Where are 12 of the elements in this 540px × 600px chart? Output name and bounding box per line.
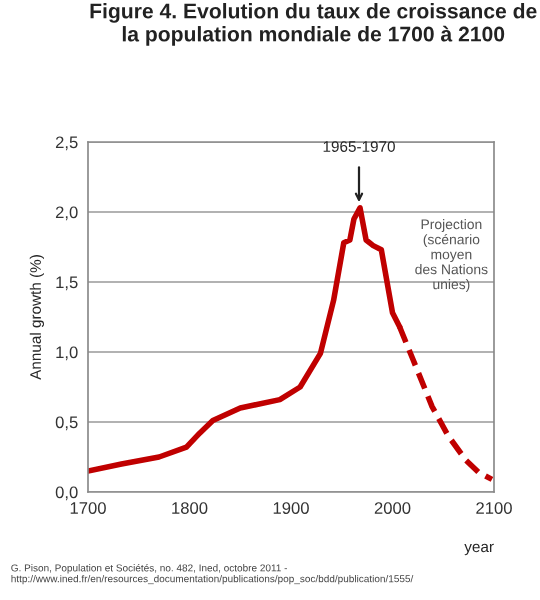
y-tick-label: 1,0 (56, 346, 78, 361)
x-tick-label: 2000 (374, 502, 411, 514)
x-tick-label: 1800 (172, 502, 208, 514)
y-tick-label: 1,5 (56, 276, 78, 291)
chart-title: Figure 4. Evolution du taux de croissance de la population mondiale de 1700 à 2100 (90, 3, 537, 46)
x-tick-label: 1700 (70, 502, 106, 514)
y-tick-label: 0,0 (55, 486, 78, 501)
y-tick-label: 0,5 (55, 416, 78, 431)
y-tick-label: 2,0 (55, 206, 78, 221)
y-tick-label: 2,5 (55, 136, 78, 151)
x-tick-label: 1900 (273, 502, 309, 514)
x-tick-label: 2100 (476, 502, 512, 514)
